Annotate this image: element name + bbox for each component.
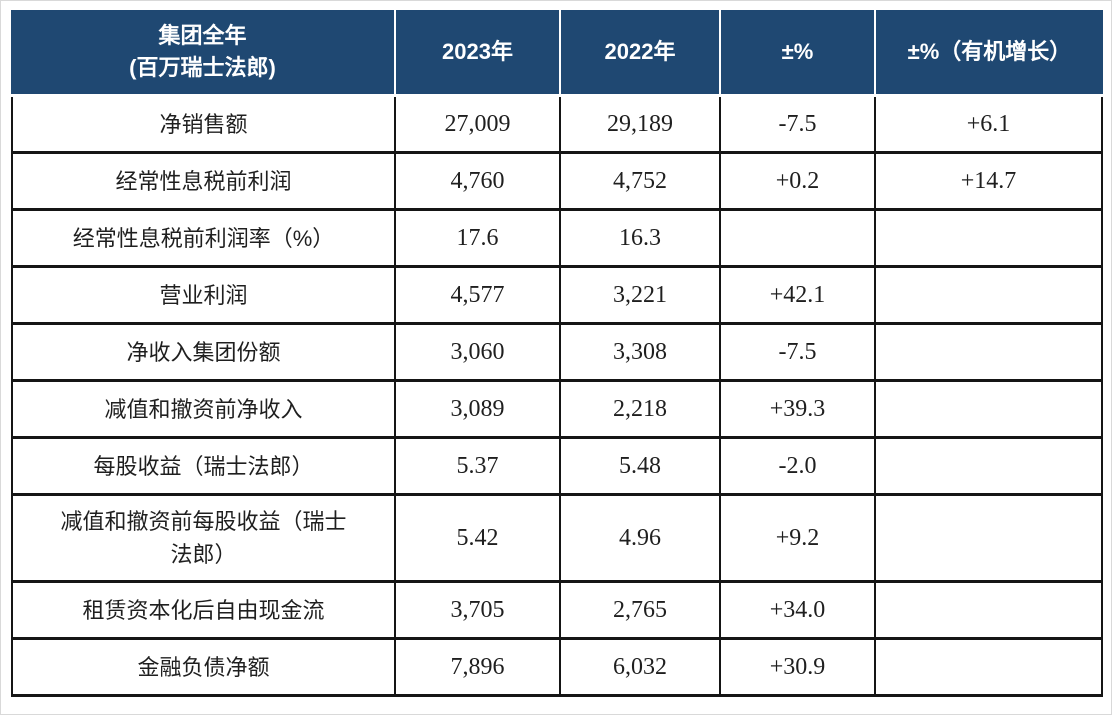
row-label: 金融负债净额 bbox=[11, 640, 396, 697]
table-body: 净销售额 27,009 29,189 -7.5 +6.1 经常性息税前利润 4,… bbox=[11, 97, 1103, 697]
value-2022: 4,752 bbox=[561, 154, 721, 211]
value-organic-growth bbox=[876, 268, 1103, 325]
value-2023: 5.42 bbox=[396, 496, 561, 583]
value-organic-growth bbox=[876, 640, 1103, 697]
value-organic-growth bbox=[876, 496, 1103, 583]
header-cell-metric: 集团全年 (百万瑞士法郎) bbox=[11, 10, 396, 97]
table-header: 集团全年 (百万瑞士法郎) 2023年 2022年 ±% ±%（有机增长） bbox=[11, 10, 1103, 97]
value-2022: 2,218 bbox=[561, 382, 721, 439]
value-2022: 16.3 bbox=[561, 211, 721, 268]
header-row: 集团全年 (百万瑞士法郎) 2023年 2022年 ±% ±%（有机增长） bbox=[11, 10, 1103, 97]
value-pct-change: -7.5 bbox=[721, 97, 876, 154]
header-cell-2022: 2022年 bbox=[561, 10, 721, 97]
row-label: 经常性息税前利润率（%） bbox=[11, 211, 396, 268]
value-2023: 27,009 bbox=[396, 97, 561, 154]
header-cell-2023: 2023年 bbox=[396, 10, 561, 97]
value-pct-change: +42.1 bbox=[721, 268, 876, 325]
row-label: 租赁资本化后自由现金流 bbox=[11, 583, 396, 640]
value-pct-change: -2.0 bbox=[721, 439, 876, 496]
row-label: 减值和撤资前每股收益（瑞士法郎） bbox=[11, 496, 396, 583]
table-row: 经常性息税前利润 4,760 4,752 +0.2 +14.7 bbox=[11, 154, 1103, 211]
value-2022: 3,308 bbox=[561, 325, 721, 382]
value-2023: 3,060 bbox=[396, 325, 561, 382]
table-row: 金融负债净额 7,896 6,032 +30.9 bbox=[11, 640, 1103, 697]
value-2022: 29,189 bbox=[561, 97, 721, 154]
header-metric-unit: (百万瑞士法郎) bbox=[129, 55, 276, 80]
header-metric-title: 集团全年 bbox=[158, 23, 247, 49]
value-2023: 4,577 bbox=[396, 268, 561, 325]
value-pct-change bbox=[721, 211, 876, 268]
row-label: 每股收益（瑞士法郎） bbox=[11, 439, 396, 496]
value-2023: 17.6 bbox=[396, 211, 561, 268]
value-organic-growth: +6.1 bbox=[876, 97, 1103, 154]
table-row: 营业利润 4,577 3,221 +42.1 bbox=[11, 268, 1103, 325]
table-row: 租赁资本化后自由现金流 3,705 2,765 +34.0 bbox=[11, 583, 1103, 640]
value-pct-change: +34.0 bbox=[721, 583, 876, 640]
value-2022: 5.48 bbox=[561, 439, 721, 496]
value-organic-growth bbox=[876, 382, 1103, 439]
value-organic-growth bbox=[876, 211, 1103, 268]
row-label: 经常性息税前利润 bbox=[11, 154, 396, 211]
value-organic-growth: +14.7 bbox=[876, 154, 1103, 211]
value-2023: 4,760 bbox=[396, 154, 561, 211]
value-2022: 6,032 bbox=[561, 640, 721, 697]
table-row: 减值和撤资前每股收益（瑞士法郎） 5.42 4.96 +9.2 bbox=[11, 496, 1103, 583]
group-financials-table: 集团全年 (百万瑞士法郎) 2023年 2022年 ±% ±%（有机增长） 净销… bbox=[11, 10, 1103, 697]
value-2023: 3,089 bbox=[396, 382, 561, 439]
value-2022: 2,765 bbox=[561, 583, 721, 640]
value-2022: 4.96 bbox=[561, 496, 721, 583]
value-pct-change: +30.9 bbox=[721, 640, 876, 697]
value-2023: 7,896 bbox=[396, 640, 561, 697]
table-row: 净收入集团份额 3,060 3,308 -7.5 bbox=[11, 325, 1103, 382]
table-row: 经常性息税前利润率（%） 17.6 16.3 bbox=[11, 211, 1103, 268]
value-2023: 5.37 bbox=[396, 439, 561, 496]
value-2022: 3,221 bbox=[561, 268, 721, 325]
table-row: 减值和撤资前净收入 3,089 2,218 +39.3 bbox=[11, 382, 1103, 439]
value-2023: 3,705 bbox=[396, 583, 561, 640]
header-cell-organic-growth: ±%（有机增长） bbox=[876, 10, 1103, 97]
value-organic-growth bbox=[876, 325, 1103, 382]
row-label: 减值和撤资前净收入 bbox=[11, 382, 396, 439]
row-label: 净销售额 bbox=[11, 97, 396, 154]
row-label: 净收入集团份额 bbox=[11, 325, 396, 382]
row-label: 营业利润 bbox=[11, 268, 396, 325]
value-pct-change: -7.5 bbox=[721, 325, 876, 382]
value-pct-change: +39.3 bbox=[721, 382, 876, 439]
value-organic-growth bbox=[876, 439, 1103, 496]
table-row: 每股收益（瑞士法郎） 5.37 5.48 -2.0 bbox=[11, 439, 1103, 496]
value-organic-growth bbox=[876, 583, 1103, 640]
table-row: 净销售额 27,009 29,189 -7.5 +6.1 bbox=[11, 97, 1103, 154]
header-cell-pct-change: ±% bbox=[721, 10, 876, 97]
value-pct-change: +9.2 bbox=[721, 496, 876, 583]
value-pct-change: +0.2 bbox=[721, 154, 876, 211]
